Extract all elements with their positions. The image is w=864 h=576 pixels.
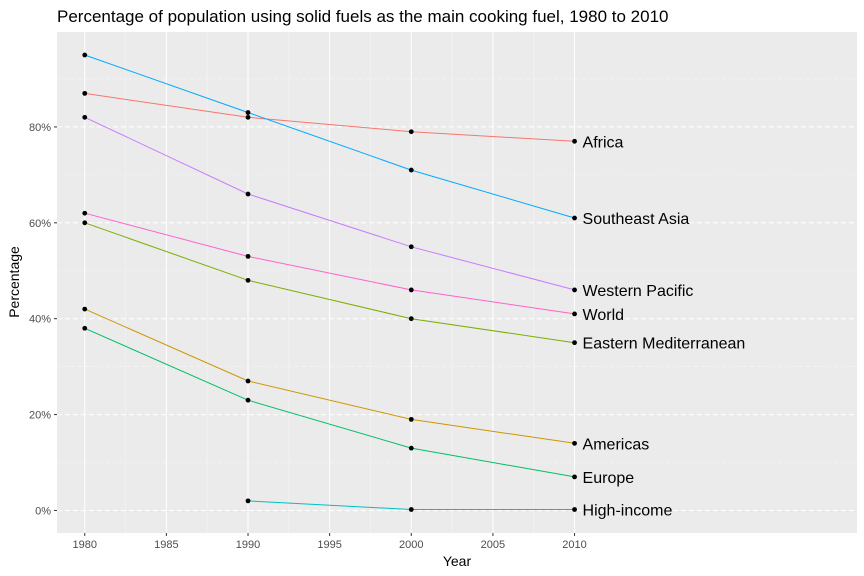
data-point — [572, 215, 577, 221]
x-tick-label: 1985 — [154, 539, 178, 551]
y-tick-label: 40% — [29, 314, 51, 326]
series-label: Africa — [583, 134, 624, 151]
data-point — [408, 316, 414, 322]
data-point — [408, 244, 414, 250]
data-point — [572, 311, 577, 317]
data-point — [82, 210, 88, 216]
plot-panel — [57, 32, 857, 533]
data-point — [572, 287, 577, 293]
data-point — [245, 110, 251, 115]
data-point — [82, 114, 88, 120]
data-point — [408, 167, 414, 173]
x-tick-label: 1980 — [73, 539, 97, 551]
data-point — [408, 129, 414, 135]
series-line — [84, 212, 575, 315]
data-point — [245, 253, 251, 259]
data-point — [572, 138, 577, 144]
data-point — [82, 306, 88, 312]
chart-title: Percentage of population using solid fue… — [57, 7, 668, 26]
series-line — [84, 222, 575, 344]
series-lines — [84, 54, 575, 510]
data-point — [408, 416, 414, 422]
series-label: Europe — [583, 470, 635, 487]
x-tick-label: 1990 — [236, 539, 260, 551]
series-label: World — [583, 307, 625, 324]
data-point — [572, 507, 577, 512]
y-axis: 0% 20% 40% 60% 80% — [29, 122, 57, 517]
data-point — [245, 378, 251, 384]
series-label: High-income — [583, 503, 673, 520]
series-line — [84, 116, 575, 291]
data-point — [245, 498, 251, 504]
series-line — [84, 54, 575, 219]
x-tick-label: 2010 — [562, 539, 586, 551]
x-tick-label: 2000 — [399, 539, 423, 551]
y-tick-label: 0% — [35, 505, 51, 517]
series-label: Eastern Mediterranean — [583, 336, 746, 353]
series-label: Americas — [583, 436, 650, 453]
data-point — [245, 114, 251, 120]
y-axis-title: Percentage — [6, 246, 22, 318]
data-point — [408, 445, 414, 451]
data-point — [245, 277, 251, 283]
y-tick-label: 80% — [29, 122, 51, 134]
data-point — [82, 325, 88, 331]
data-point — [82, 220, 88, 226]
series-line — [84, 327, 575, 478]
data-point — [572, 340, 577, 346]
minor-gridlines — [57, 32, 857, 533]
data-point — [82, 52, 88, 58]
y-tick-label: 20% — [29, 410, 51, 422]
series-line — [84, 92, 575, 142]
data-point — [572, 474, 577, 480]
data-point — [572, 440, 577, 446]
series-line — [84, 308, 575, 444]
x-axis-title: Year — [443, 553, 472, 569]
series-labels: Africa Southeast Asia Western Pacific World… — [583, 134, 746, 519]
y-tick-label: 60% — [29, 218, 51, 230]
x-tick-label: 1995 — [317, 539, 341, 551]
data-point — [82, 90, 88, 96]
series-label: Western Pacific — [583, 283, 694, 300]
series-label: Southeast Asia — [583, 211, 690, 228]
series-points — [82, 52, 577, 512]
data-point — [245, 191, 251, 197]
x-tick-label: 2005 — [481, 539, 505, 551]
data-point — [408, 287, 414, 293]
data-point — [245, 397, 251, 403]
data-point — [408, 507, 414, 512]
x-axis: 1980 1985 1990 1995 2000 2005 2010 — [73, 533, 587, 551]
